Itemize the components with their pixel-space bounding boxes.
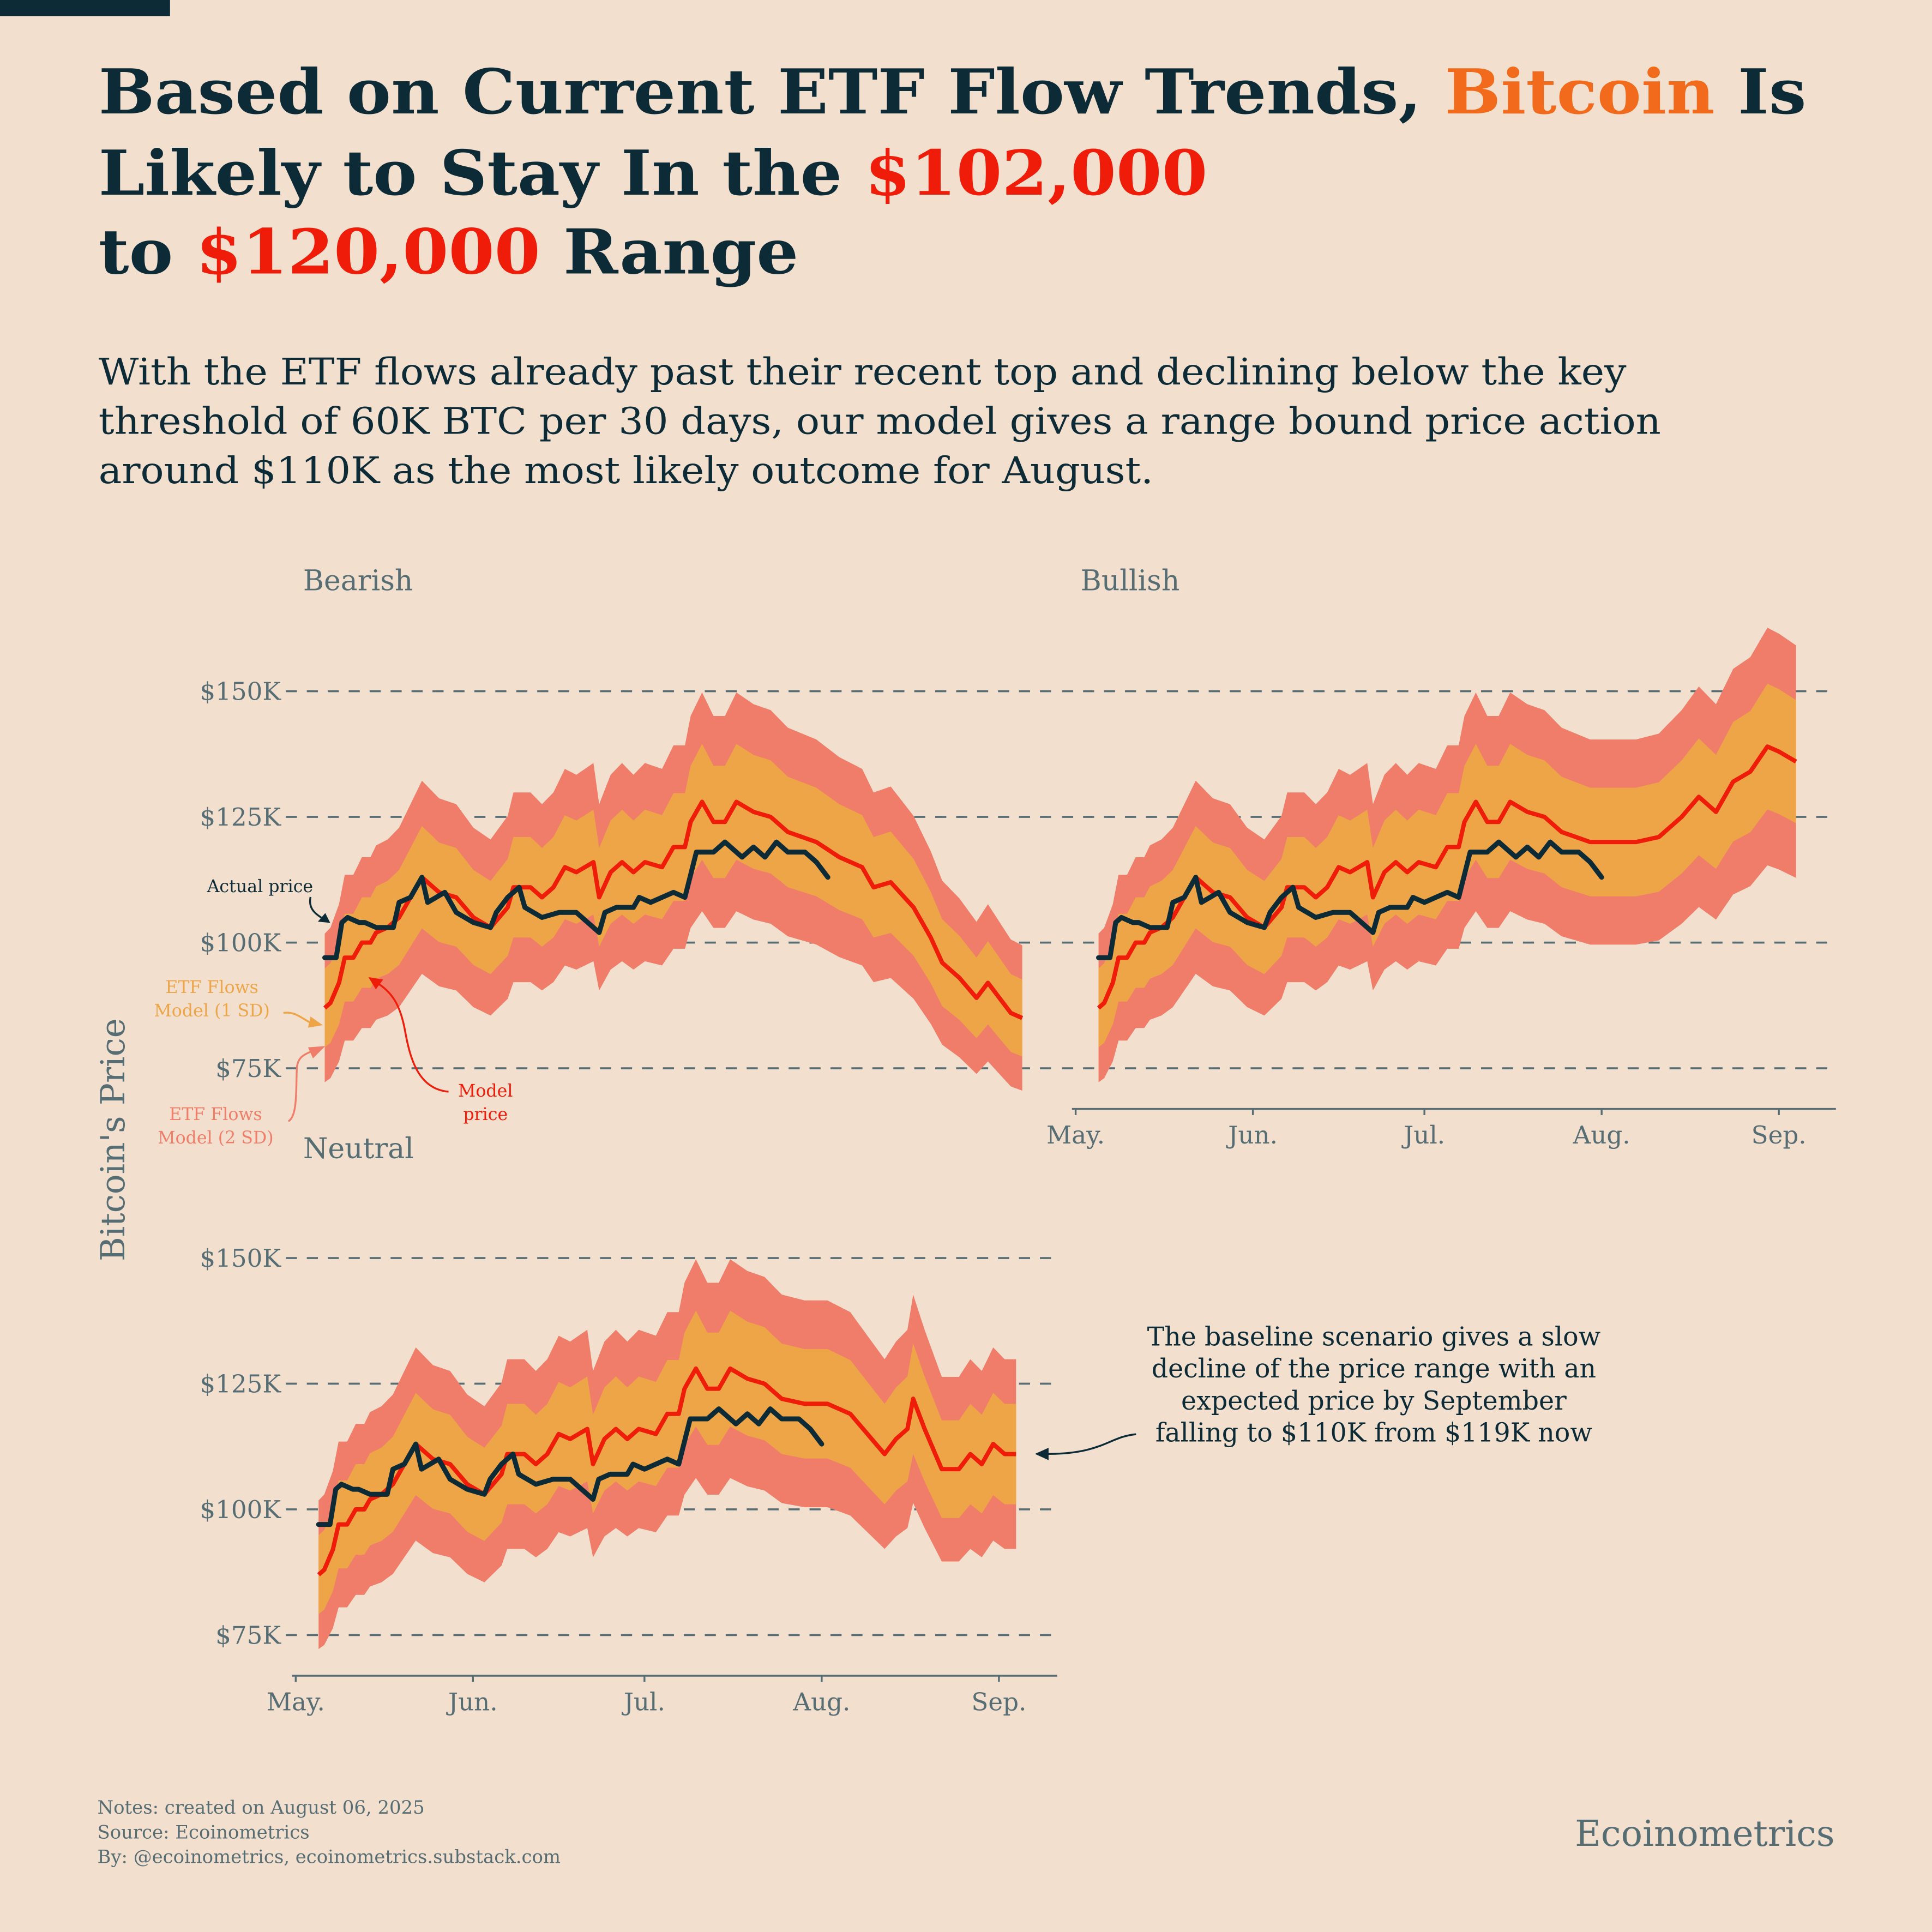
model-price-line <box>317 1366 1016 1576</box>
corner-accent-bar <box>0 0 170 16</box>
title-line-1: Based on Current ETF Flow Trends, Bitcoi… <box>99 56 1807 128</box>
title-line-3: to $120,000 Range <box>99 216 798 288</box>
brand-logo: Ecoinometrics <box>1575 1813 1834 1855</box>
scenario-title: Bearish <box>303 564 413 597</box>
arrowhead-icon <box>308 1046 326 1058</box>
neutral-note-line2: decline of the price range with an <box>1152 1354 1596 1384</box>
footer: Notes: created on August 06, 2025 Source… <box>98 1797 1835 1867</box>
arrowhead-icon <box>308 1016 323 1028</box>
x-tick-label: Aug. <box>1573 1121 1630 1149</box>
neutral-note-line3: expected price by September <box>1181 1386 1567 1416</box>
footer-notes: Notes: created on August 06, 2025 <box>98 1797 425 1818</box>
charts: Bearish $150K $125K $100K $75K Bullish May. Jun… <box>200 564 1836 1716</box>
sd2-label-line1: ETF Flows <box>169 1105 262 1124</box>
chart-neutral: Neutral $150K $125K $100K $75K May. Jun. Jul. Au… <box>200 1133 1057 1716</box>
x-tick-label: Jun. <box>446 1687 498 1716</box>
footer-source: Source: Ecoinometrics <box>98 1821 310 1843</box>
neutral-note-arrow <box>1047 1433 1136 1455</box>
model-price-label-line2: price <box>463 1105 508 1124</box>
y-tick-label: $125K <box>200 803 281 832</box>
band-1sd <box>1098 683 1796 1048</box>
title-text: Range <box>540 216 798 288</box>
model-price-label-line1: Model <box>458 1081 513 1101</box>
title-text: Is <box>1715 56 1807 128</box>
sd2-label-line2: Model (2 SD) <box>158 1128 273 1148</box>
actual-price-line <box>1096 839 1604 960</box>
sd2-arrow <box>287 1049 316 1122</box>
subtitle-line-2: threshold of 60K BTC per 30 days, our mo… <box>99 399 1661 442</box>
y-tick-label: $100K <box>200 928 281 957</box>
actual-price-line <box>316 1406 824 1527</box>
header: Based on Current ETF Flow Trends, Bitcoi… <box>99 56 1807 492</box>
y-tick-label: $150K <box>200 677 281 706</box>
scenario-title: Neutral <box>303 1133 414 1165</box>
title-bitcoin-highlight: Bitcoin <box>1445 56 1714 128</box>
neutral-note-line1: The baseline scenario gives a slow <box>1147 1322 1601 1352</box>
x-tick-label: Jul. <box>1401 1121 1445 1149</box>
title-text: to <box>99 216 196 288</box>
title-price-high: $120,000 <box>196 216 540 288</box>
x-tick-label: Jun. <box>1226 1121 1278 1149</box>
chart-bullish: Bullish May. Jun. Jul. Aug. Sep. <box>1046 564 1836 1149</box>
actual-price-line <box>322 839 830 960</box>
sd1-label-line2: Model (1 SD) <box>154 1001 269 1021</box>
subtitle-line-3: around $110K as the most likely outcome … <box>99 449 1153 492</box>
scenario-title: Bullish <box>1081 564 1180 597</box>
neutral-note-line4: falling to $110K from $119K now <box>1155 1418 1592 1448</box>
y-axis-title: Bitcoin's Price <box>94 1018 133 1261</box>
title-text: Likely to Stay In the <box>99 137 865 209</box>
y-tick-label: $125K <box>200 1369 281 1398</box>
sd1-label-line1: ETF Flows <box>165 978 258 997</box>
title-text: Based on Current ETF Flow Trends, <box>99 56 1445 128</box>
band-1sd <box>324 744 1022 1057</box>
x-tick-label: Jul. <box>622 1687 665 1716</box>
actual-price-label: Actual price <box>207 877 314 896</box>
y-tick-label: $100K <box>200 1495 281 1524</box>
x-tick-label: May. <box>1046 1121 1105 1149</box>
x-tick-label: Sep. <box>971 1687 1026 1716</box>
arrowhead-icon <box>368 977 383 990</box>
footer-by: By: @ecoinometrics, ecoinometrics.substa… <box>98 1846 561 1867</box>
sd1-arrow <box>283 1012 311 1024</box>
chart-bearish: Bearish $150K $125K $100K $75K <box>200 564 1057 1091</box>
annotations: Actual price ETF Flows Model (1 SD) ETF … <box>154 877 1600 1460</box>
model-price-arrow <box>375 981 449 1093</box>
y-tick-label: $75K <box>215 1621 281 1650</box>
model-price-line <box>323 799 1024 1020</box>
y-tick-label: $150K <box>200 1244 281 1273</box>
x-tick-label: Sep. <box>1752 1121 1807 1149</box>
subtitle-line-1: With the ETF flows already past their re… <box>99 350 1627 393</box>
x-tick-label: Aug. <box>792 1687 850 1716</box>
title-line-2: Likely to Stay In the $102,000 <box>99 137 1208 209</box>
title-price-low: $102,000 <box>865 137 1207 209</box>
y-tick-label: $75K <box>215 1054 281 1083</box>
band-1sd <box>318 1310 1016 1615</box>
x-tick-label: May. <box>267 1687 325 1716</box>
arrowhead-icon <box>1035 1447 1049 1460</box>
arrowhead-icon <box>317 913 330 923</box>
